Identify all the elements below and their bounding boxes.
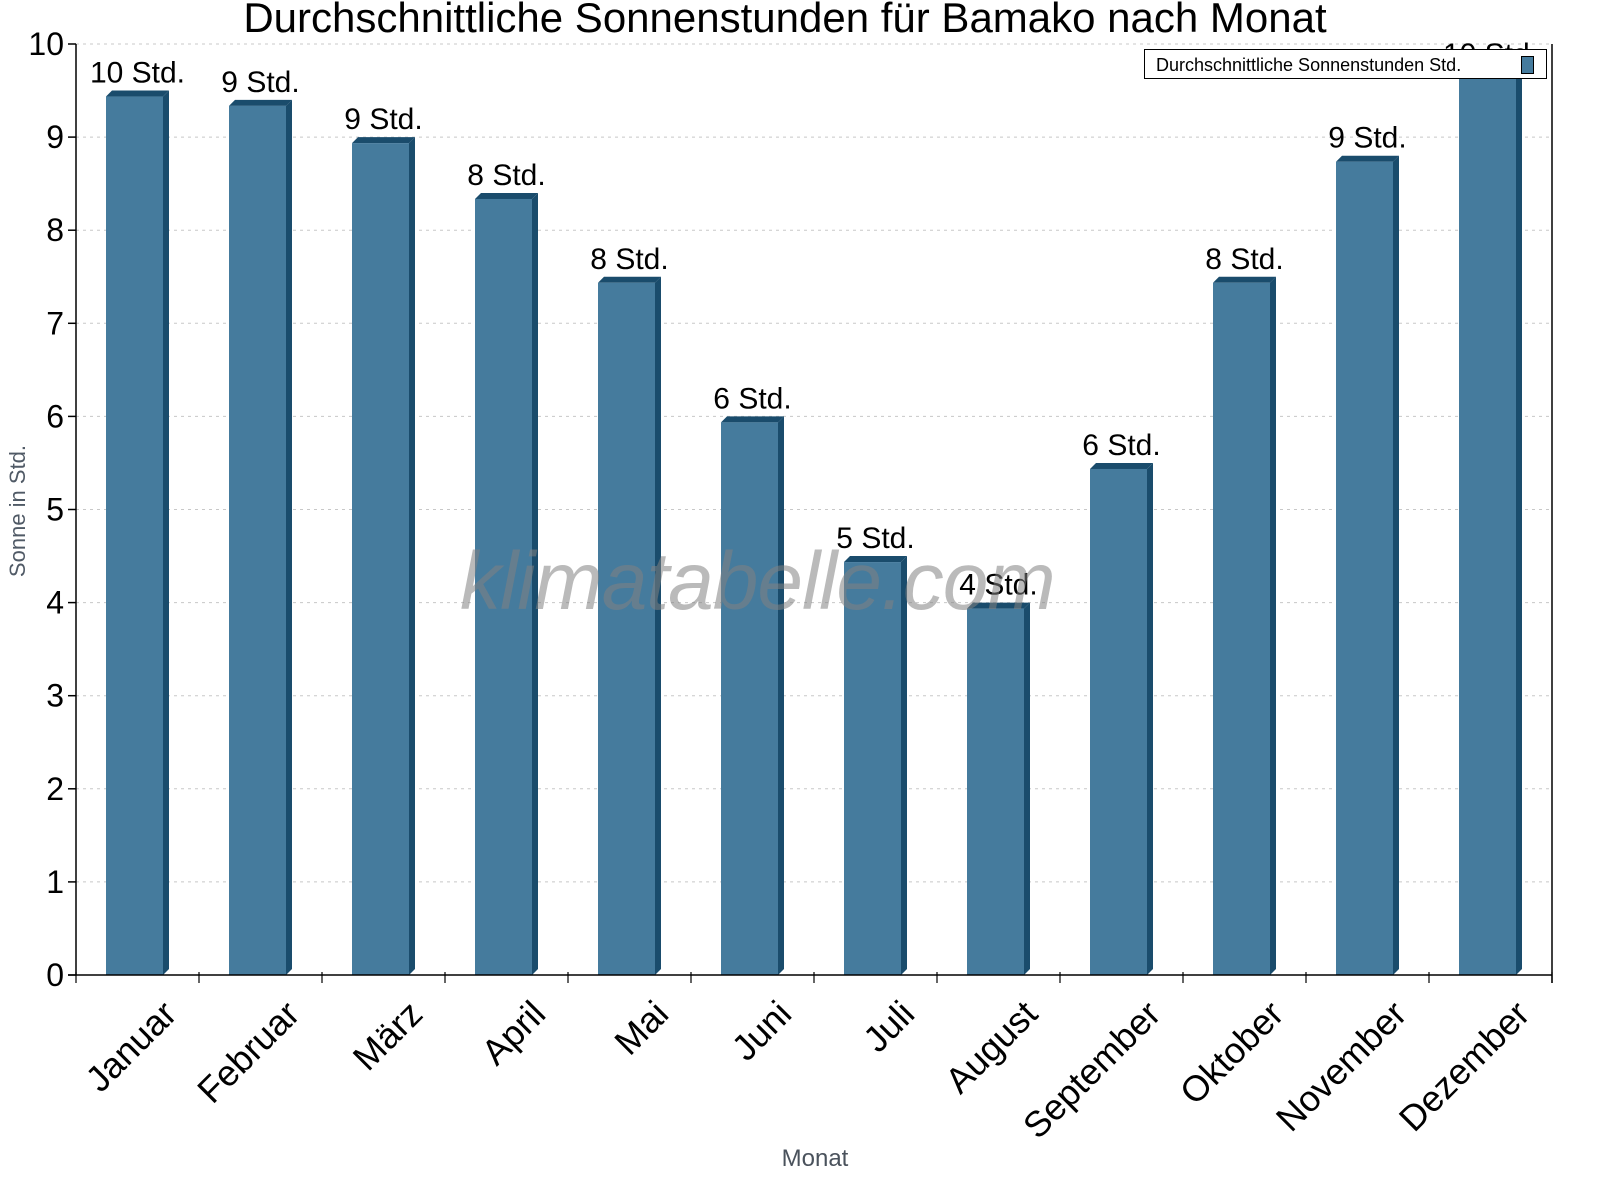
data-label: 10 Std.: [90, 57, 185, 90]
y-tick-label: 5: [46, 492, 64, 528]
data-label: 9 Std.: [221, 66, 299, 99]
y-tick-label: 9: [46, 119, 64, 155]
bar-dezember: [1459, 71, 1522, 976]
y-tick-label: 0: [46, 957, 64, 993]
data-label: 9 Std.: [344, 103, 422, 136]
bar-november: [1336, 155, 1399, 976]
x-tick-label: April: [473, 993, 553, 1073]
bar-juni: [721, 416, 784, 975]
data-label: 8 Std.: [590, 243, 668, 276]
bar-oktober: [1213, 276, 1276, 975]
y-tick-label: 1: [46, 864, 64, 900]
y-tick-label: 8: [46, 212, 64, 248]
bar-september: [1090, 462, 1153, 975]
y-tick-label: 3: [46, 678, 64, 714]
data-label: 8 Std.: [467, 159, 545, 192]
x-tick-label: Februar: [189, 993, 307, 1111]
y-tick-label: 10: [28, 26, 64, 62]
bar-august: [967, 602, 1030, 975]
x-tick-label: Dezember: [1391, 993, 1537, 1139]
legend: Durchschnittliche Sonnenstunden Std.: [1144, 49, 1547, 79]
y-tick-label: 2: [46, 771, 64, 807]
bar-mai: [598, 276, 661, 975]
data-label: 6 Std.: [1082, 429, 1160, 462]
legend-label: Durchschnittliche Sonnenstunden Std.: [1156, 55, 1462, 75]
x-tick-label: Juli: [855, 993, 922, 1060]
x-tick-label: August: [937, 993, 1045, 1101]
data-label: 9 Std.: [1328, 122, 1406, 155]
bar-april: [475, 192, 538, 975]
y-tick-label: 7: [46, 305, 64, 341]
x-tick-label: Januar: [77, 993, 184, 1100]
x-tick-label: März: [345, 993, 431, 1079]
y-tick-label: 6: [46, 398, 64, 434]
y-tick-label: 4: [46, 585, 64, 621]
x-tick-label: November: [1268, 993, 1414, 1139]
chart-title: Durchschnittliche Sonnenstunden für Bama…: [243, 0, 1327, 41]
x-tick-label: Mai: [606, 993, 676, 1063]
bar-januar: [106, 90, 169, 976]
data-label: 8 Std.: [1205, 243, 1283, 276]
bar-februar: [229, 99, 292, 976]
x-tick-label: Oktober: [1172, 993, 1292, 1113]
data-label: 6 Std.: [713, 382, 791, 415]
bar-märz: [352, 137, 415, 976]
data-label: 4 Std.: [959, 569, 1037, 602]
data-label: 5 Std.: [836, 522, 914, 555]
x-tick-label: Juni: [724, 993, 800, 1069]
legend-swatch: [1521, 56, 1534, 74]
bar-juli: [844, 556, 907, 975]
x-axis-label: Monat: [781, 1145, 849, 1172]
